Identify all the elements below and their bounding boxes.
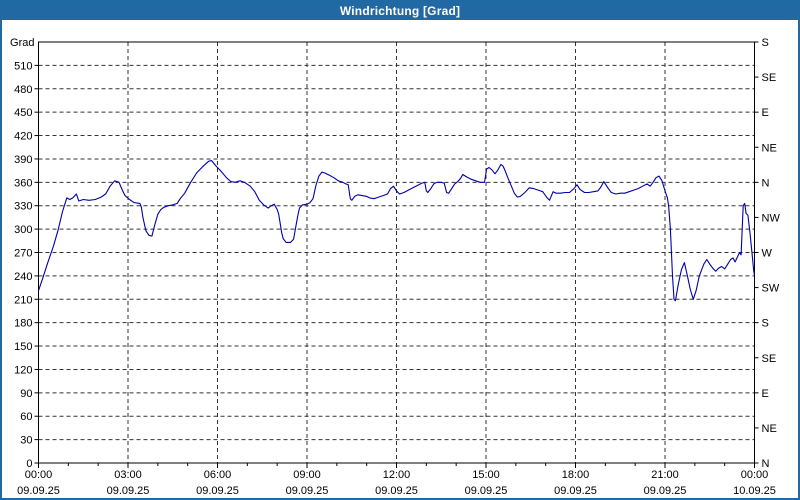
y-right-tick-label: S [762,37,769,49]
y-left-tick-label: 450 [14,107,32,119]
y-right-tick-label: N [762,458,770,470]
x-tick-date-label: 09.09.25 [465,485,508,497]
y-right-tick-label: E [762,388,769,400]
y-left-tick-label: 270 [14,248,32,260]
x-tick-time-label: 00:00 [741,469,769,481]
y-left-tick-label: 360 [14,177,32,189]
x-tick-time-label: 12:00 [383,469,411,481]
y-right-tick-label: W [762,248,773,260]
x-tick-time-label: 15:00 [472,469,500,481]
y-left-tick-label: 210 [14,294,32,306]
y-left-tick-label: 330 [14,201,32,213]
series-windrichtung [37,159,756,302]
y-axis-title: Grad [10,37,34,49]
x-tick-date-label: 10.09.25 [733,485,776,497]
y-left-tick-label: 60 [20,411,32,423]
y-left-tick-label: 90 [20,388,32,400]
y-right-tick-label: SE [762,353,777,365]
chart-area: 0 30 60 90 120 150 180 210 240 270 300 330 360 390 420… [2,20,798,498]
y-right-tick-label: NW [762,212,781,224]
x-tick-date-label: 09.09.25 [375,485,418,497]
x-tick-time-label: 09:00 [293,469,321,481]
y-left-tick-label: 120 [14,364,32,376]
y-left-tick-label: 300 [14,224,32,236]
y-right-tick-label: SE [762,72,777,84]
x-tick-date-label: 09.09.25 [286,485,329,497]
y-left-tick-label: 30 [20,435,32,447]
x-tick-date-label: 09.09.25 [554,485,597,497]
y-left-tick-label: 510 [14,60,32,72]
y-left-tick-label: 240 [14,271,32,283]
x-tick-time-label: 21:00 [651,469,679,481]
window-titlebar: Windrichtung [Grad] [2,2,798,20]
y-left-tick-label: 420 [14,131,32,143]
x-tick-time-label: 18:00 [562,469,590,481]
y-left-tick-label: 0 [26,458,32,470]
window-title: Windrichtung [Grad] [339,4,461,18]
x-tick-time-label: 03:00 [114,469,142,481]
y-right-tick-label: E [762,107,769,119]
wind-direction-chart: 0 30 60 90 120 150 180 210 240 270 300 330 360 390 420… [10,37,781,497]
x-tick-date-label: 09.09.25 [644,485,687,497]
y-right-tick-label: NE [762,423,777,435]
x-tick-time-label: 00:00 [25,469,53,481]
x-tick-date-label: 09.09.25 [17,485,60,497]
y-left-tick-label: 180 [14,318,32,330]
y-right-tick-label: N [762,177,770,189]
y-left-tick-label: 480 [14,84,32,96]
y-left-tick-label: 390 [14,154,32,166]
y-left-tick-label: 150 [14,341,32,353]
x-tick-time-label: 06:00 [204,469,232,481]
x-tick-date-label: 09.09.25 [196,485,239,497]
y-right-tick-label: NE [762,142,777,154]
x-tick-date-label: 09.09.25 [107,485,150,497]
y-right-tick-label: S [762,318,769,330]
y-right-tick-label: SW [762,283,780,295]
